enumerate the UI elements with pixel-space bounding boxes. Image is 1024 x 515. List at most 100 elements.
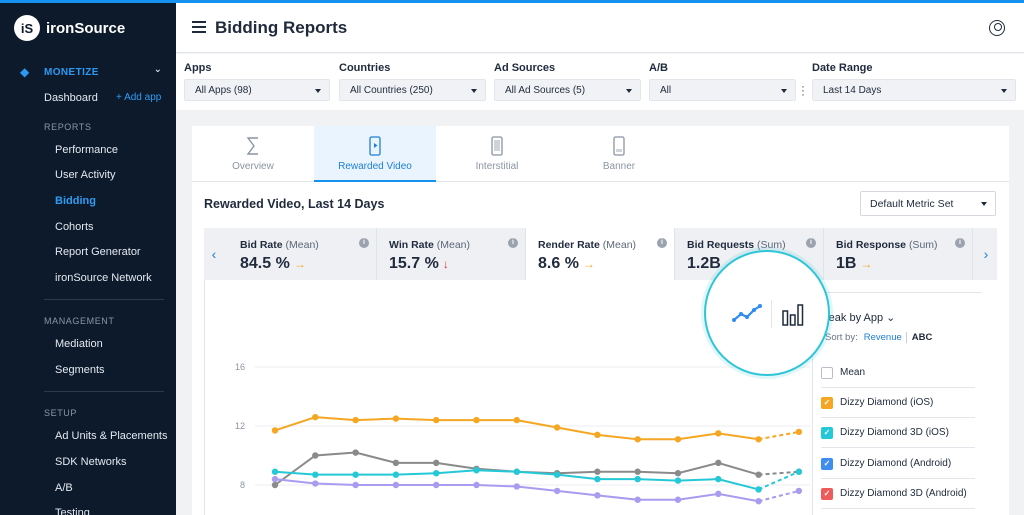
data-point [634, 475, 641, 483]
legend-item[interactable]: ✓ Dizzy Diamond (Android) [821, 449, 975, 479]
data-point [433, 459, 440, 467]
metric-set-select[interactable]: Default Metric Set [860, 191, 996, 216]
ad-sources-select[interactable]: All Ad Sources (5) [494, 79, 641, 101]
breakdown-title[interactable]: reak by App ⌄ [825, 312, 896, 324]
data-point [553, 471, 561, 478]
sidebar-top-accent [0, 0, 176, 3]
page-header: Bidding Reports [176, 3, 1024, 53]
user-account-icon[interactable] [989, 20, 1005, 36]
sigma-icon [246, 137, 258, 155]
kpi-bid-response[interactable]: Bid Response (Sum) i 1B → [824, 228, 973, 280]
date-range-select[interactable]: Last 14 Days [812, 79, 1016, 101]
sidebar-item-label: Bidding [55, 195, 96, 207]
checkbox[interactable]: ✓ [821, 487, 833, 500]
checkbox[interactable]: ✓ [821, 426, 833, 439]
kpi-bid-rate[interactable]: Bid Rate (Mean) i 84.5 % → [228, 228, 377, 280]
checkbox[interactable]: ✓ [821, 396, 833, 409]
data-point [433, 470, 440, 477]
tab-rewarded-video[interactable]: Rewarded Video [314, 126, 436, 182]
sidebar-item-bidding[interactable]: Bidding [0, 190, 176, 212]
more-vertical-icon[interactable]: · · · [801, 79, 805, 101]
sort-revenue-button[interactable]: Revenue [863, 332, 902, 343]
series-projection-line [758, 430, 800, 441]
sidebar-item-sdk-networks[interactable]: SDK Networks [0, 451, 176, 473]
legend-item[interactable]: ✓ Dizzy Diamond 3D (iOS) [821, 418, 975, 448]
tab-interstitial[interactable]: Interstitial [436, 126, 558, 182]
tab-label: Banner [602, 161, 636, 172]
sidebar-item-user-activity[interactable]: User Activity [0, 164, 176, 186]
tab-overview[interactable]: Overview [192, 126, 314, 182]
sidebar-item-performance[interactable]: Performance [0, 139, 176, 161]
sidebar-item-mediation[interactable]: Mediation [0, 333, 176, 355]
caret-down-icon [1001, 89, 1007, 93]
kpi-name: Win Rate (Mean) [389, 239, 471, 251]
data-point [392, 471, 400, 478]
info-icon[interactable]: i [657, 238, 667, 248]
data-point [312, 452, 319, 459]
filter-label-countries: Countries [339, 62, 391, 74]
line-chart: 8 12 16 [204, 280, 997, 515]
sidebar-item-label: User Activity [55, 169, 116, 181]
kpi-name: Bid Response (Sum) [836, 239, 938, 251]
info-icon[interactable]: i [955, 238, 965, 248]
bar-chart-toggle-icon[interactable] [782, 302, 804, 326]
data-point [433, 416, 440, 424]
trend-down-icon: ↓ [442, 257, 449, 271]
info-icon[interactable]: i [508, 238, 518, 248]
data-point [513, 468, 520, 475]
legend-item-mean[interactable]: Mean [821, 358, 975, 388]
legend-item[interactable]: ✓ Dizzy Diamond 3D (Android) [821, 479, 975, 509]
sidebar-item-testing[interactable]: Testing [0, 502, 176, 515]
data-point [352, 449, 359, 456]
countries-select[interactable]: All Countries (250) [339, 79, 486, 101]
kpi-render-rate[interactable]: Render Rate (Mean) i 8.6 % → [526, 228, 675, 280]
breakdown-panel: reak by App ⌄ Sort by: Revenue ABC Mean ✓ D… [812, 292, 982, 515]
y-tick-label: 16 [235, 362, 245, 372]
chevron-left-icon[interactable]: ‹ [211, 246, 217, 262]
data-point [755, 471, 762, 478]
brand[interactable]: iS ironSource [14, 14, 125, 42]
data-point [312, 413, 319, 421]
tab-banner[interactable]: Banner [558, 126, 680, 182]
filter-label-ad-sources: Ad Sources [494, 62, 556, 74]
management-section-title: MANAGEMENT [44, 316, 115, 326]
checkbox[interactable]: ✓ [821, 457, 833, 470]
kpi-win-rate[interactable]: Win Rate (Mean) i 15.7 % ↓ [377, 228, 526, 280]
sidebar: iS ironSource ◆ MONETIZE ⌄ Dashboard + A… [0, 0, 176, 515]
sidebar-section-monetize[interactable]: ◆ MONETIZE ⌄ [0, 58, 176, 86]
kpi-value: 15.7 % ↓ [389, 255, 449, 272]
apps-select[interactable]: All Apps (98) [184, 79, 330, 101]
data-point [433, 481, 440, 489]
kpi-name: Bid Requests (Sum) [687, 239, 786, 251]
data-point [352, 416, 359, 424]
chart-type-toggle-magnifier [704, 250, 830, 376]
legend-label: Mean [840, 367, 866, 378]
data-point [634, 468, 641, 475]
data-point [795, 428, 803, 436]
sidebar-item-cohorts[interactable]: Cohorts [0, 216, 176, 238]
info-icon[interactable]: i [806, 238, 816, 248]
info-icon[interactable]: i [359, 238, 369, 248]
sidebar-item-ab[interactable]: A/B [0, 477, 176, 499]
ab-select[interactable]: All [649, 79, 796, 101]
sidebar-item-ad-units[interactable]: Ad Units & Placements [0, 425, 176, 447]
hamburger-menu-icon[interactable] [192, 21, 206, 33]
sidebar-item-report-generator[interactable]: Report Generator [0, 241, 176, 263]
sidebar-item-ironsource-network[interactable]: ironSource Network [0, 267, 176, 289]
ab-select-value: All [660, 85, 672, 96]
sidebar-item-segments[interactable]: Segments [0, 359, 176, 381]
line-chart-toggle-icon[interactable] [732, 302, 762, 324]
data-point [392, 481, 400, 489]
data-point [594, 468, 601, 475]
data-point [271, 468, 279, 475]
legend-item[interactable]: ✓ Dizzy Diamond (iOS) [821, 388, 975, 418]
sidebar-item-dashboard[interactable]: Dashboard [0, 87, 176, 109]
checkbox[interactable] [821, 366, 833, 379]
ad-sources-select-value: All Ad Sources (5) [505, 85, 586, 96]
sort-abc-button[interactable]: ABC [905, 332, 933, 343]
chevron-right-icon[interactable]: › [983, 246, 989, 262]
add-app-link[interactable]: + Add app [116, 92, 162, 103]
sidebar-divider [44, 299, 164, 300]
kpi-bid-requests[interactable]: Bid Requests (Sum) i 1.2B [675, 228, 824, 280]
data-point [513, 483, 520, 490]
